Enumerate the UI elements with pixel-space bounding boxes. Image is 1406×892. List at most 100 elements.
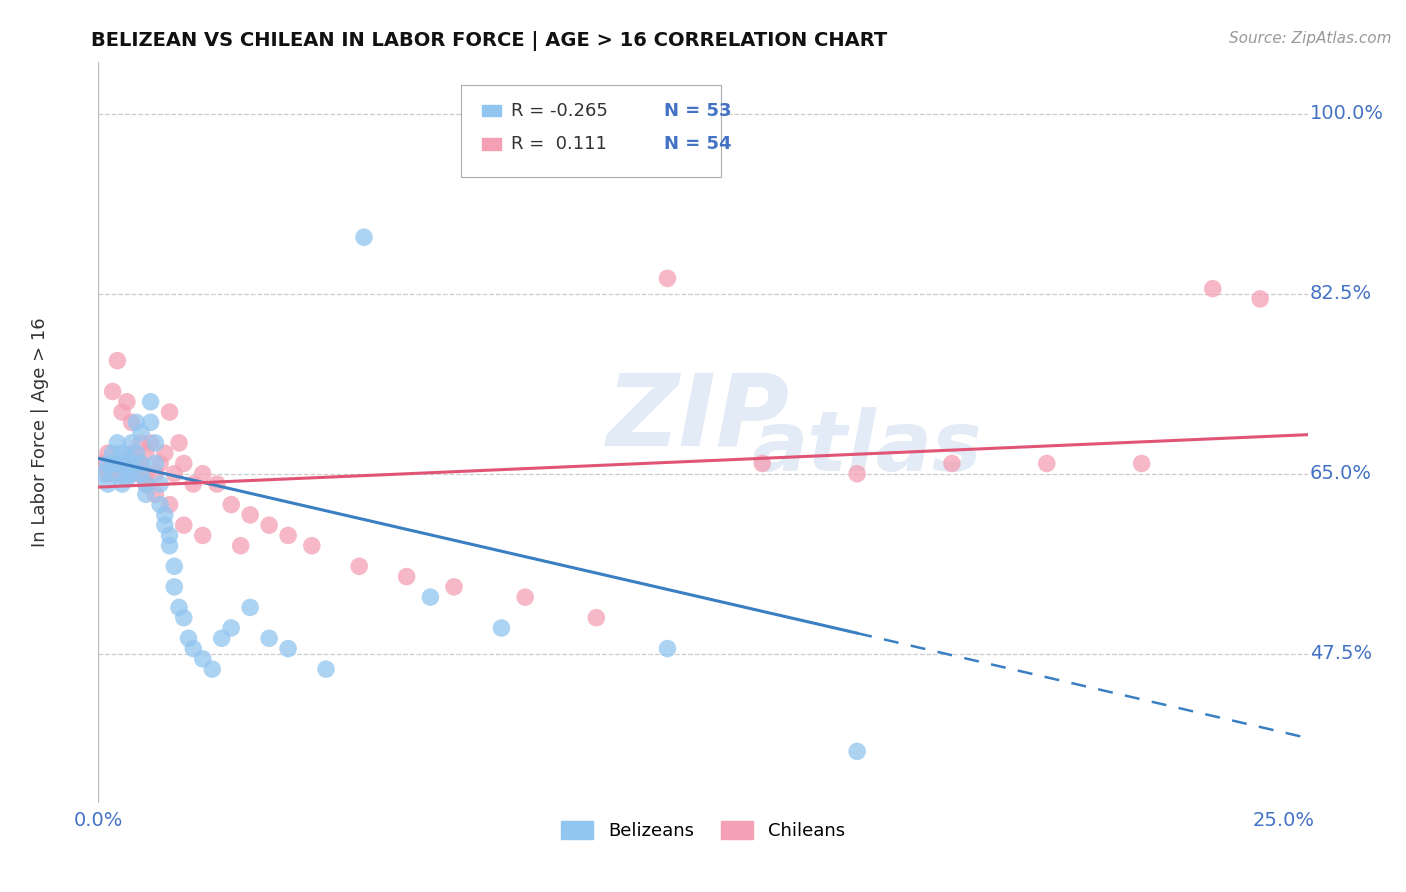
Point: [846, 467, 869, 481]
Point: [125, 446, 148, 460]
Point: [239, 508, 262, 522]
Point: [173, 610, 195, 624]
Point: [315, 662, 337, 676]
Point: [105, 436, 128, 450]
Point: [277, 641, 299, 656]
Point: [129, 425, 152, 440]
Bar: [482, 104, 501, 117]
Text: 82.5%: 82.5%: [1310, 285, 1372, 303]
Point: [491, 621, 513, 635]
Text: N = 54: N = 54: [664, 135, 731, 153]
Point: [105, 467, 128, 481]
Point: [121, 446, 143, 460]
Legend: Belizeans, Chileans: Belizeans, Chileans: [554, 814, 852, 847]
Point: [191, 652, 214, 666]
Point: [219, 498, 242, 512]
Point: [115, 461, 138, 475]
Point: [101, 384, 124, 399]
Point: [657, 641, 679, 656]
Point: [153, 518, 176, 533]
Point: [173, 518, 195, 533]
Point: [585, 610, 607, 624]
Point: [125, 457, 148, 471]
Point: [159, 405, 181, 419]
Point: [257, 518, 280, 533]
Point: [135, 477, 157, 491]
Point: [139, 394, 162, 409]
Point: [419, 590, 441, 604]
Point: [143, 467, 166, 481]
Point: [125, 415, 148, 429]
Text: atlas: atlas: [751, 407, 981, 488]
Point: [135, 487, 157, 501]
Point: [135, 477, 157, 491]
Point: [191, 528, 214, 542]
Point: [101, 457, 124, 471]
Point: [219, 621, 242, 635]
Point: [115, 451, 138, 466]
Point: [1202, 282, 1225, 296]
Text: BELIZEAN VS CHILEAN IN LABOR FORCE | AGE > 16 CORRELATION CHART: BELIZEAN VS CHILEAN IN LABOR FORCE | AGE…: [91, 31, 887, 51]
Point: [101, 467, 124, 481]
Point: [173, 457, 195, 471]
Point: [153, 446, 176, 460]
Text: In Labor Force | Age > 16: In Labor Force | Age > 16: [31, 318, 49, 548]
Text: 65.0%: 65.0%: [1310, 464, 1372, 483]
Text: R = -0.265: R = -0.265: [510, 102, 607, 120]
Point: [153, 508, 176, 522]
Point: [1036, 457, 1059, 471]
Point: [277, 528, 299, 542]
Text: ZIP: ZIP: [606, 369, 789, 467]
Point: [201, 662, 224, 676]
Point: [91, 457, 114, 471]
Point: [97, 446, 120, 460]
Point: [163, 559, 186, 574]
Point: [105, 457, 128, 471]
Point: [111, 405, 134, 419]
Point: [1249, 292, 1271, 306]
Point: [111, 446, 134, 460]
Point: [129, 467, 152, 481]
Bar: [482, 138, 501, 150]
Text: 47.5%: 47.5%: [1310, 644, 1372, 663]
Point: [111, 457, 134, 471]
Point: [149, 498, 172, 512]
Point: [751, 457, 773, 471]
Point: [181, 477, 204, 491]
Point: [191, 467, 214, 481]
Point: [91, 467, 114, 481]
Point: [139, 436, 162, 450]
Point: [129, 457, 152, 471]
Point: [181, 641, 204, 656]
Point: [149, 477, 172, 491]
Point: [657, 271, 679, 285]
Point: [1130, 457, 1153, 471]
Point: [97, 457, 120, 471]
Point: [97, 477, 120, 491]
Point: [347, 559, 370, 574]
Point: [159, 539, 181, 553]
Point: [121, 467, 143, 481]
Point: [167, 436, 190, 450]
Point: [101, 457, 124, 471]
Point: [941, 457, 963, 471]
Point: [515, 590, 537, 604]
Point: [149, 457, 172, 471]
Point: [129, 457, 152, 471]
Point: [135, 446, 157, 460]
Point: [115, 472, 138, 486]
Text: Source: ZipAtlas.com: Source: ZipAtlas.com: [1229, 31, 1392, 46]
Point: [115, 394, 138, 409]
Text: R =  0.111: R = 0.111: [510, 135, 606, 153]
Point: [301, 539, 323, 553]
Point: [129, 436, 152, 450]
Point: [143, 436, 166, 450]
Point: [111, 477, 134, 491]
Point: [229, 539, 252, 553]
Point: [205, 477, 228, 491]
Point: [443, 580, 465, 594]
Point: [395, 569, 418, 583]
Point: [121, 415, 143, 429]
Text: N = 53: N = 53: [664, 102, 731, 120]
FancyBboxPatch shape: [461, 85, 721, 178]
